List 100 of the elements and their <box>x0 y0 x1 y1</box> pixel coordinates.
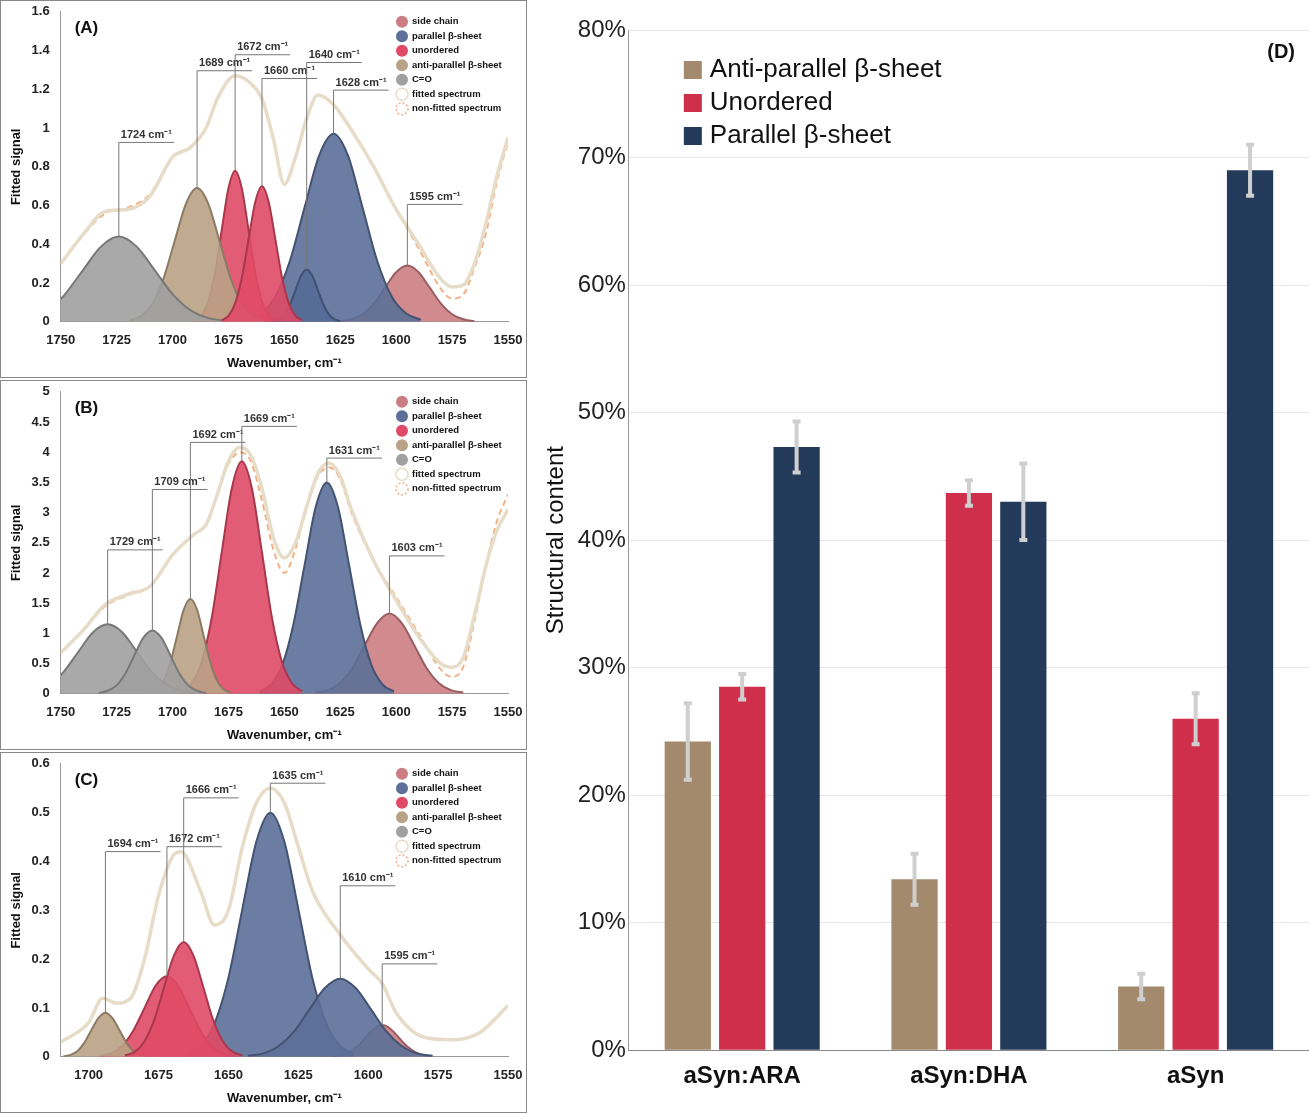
y-tick-label: 0% <box>591 1034 626 1062</box>
legend-label: unordered <box>412 424 460 436</box>
legend-label: C=O <box>412 825 432 837</box>
y-tick-label: 80% <box>577 14 626 42</box>
y-tick-label: 1 <box>42 119 50 135</box>
x-tick-label: 1550 <box>493 332 523 348</box>
x-axis-title: Wavenumber, cm⁻¹ <box>226 1089 342 1105</box>
legend-label: C=O <box>412 453 432 465</box>
x-tick-label: 1625 <box>325 704 355 720</box>
y-tick-label: 4 <box>42 443 51 459</box>
annotation: (D) <box>1267 39 1295 62</box>
annotation: 1692 cm⁻¹ <box>192 427 244 440</box>
y-tick-label: 1.4 <box>31 42 51 58</box>
legend-label: unordered <box>412 796 460 808</box>
y-tick-label: 0.6 <box>31 755 50 771</box>
legend-label: non-fitted spectrum <box>412 102 502 114</box>
y-tick-label: 70% <box>577 142 626 170</box>
legend-label: parallel β-sheet <box>412 781 483 793</box>
y-tick-label: 50% <box>577 397 626 425</box>
x-tick-label: 1700 <box>74 1067 104 1083</box>
x-tick-label: 1750 <box>46 332 76 348</box>
legend-label: fitted spectrum <box>412 839 481 851</box>
y-tick-label: 0.4 <box>31 235 51 251</box>
legend-label: anti-parallel β-sheet <box>412 438 503 450</box>
x-tick-label: 1750 <box>46 704 76 720</box>
annotation: 1672 cm⁻¹ <box>168 832 221 845</box>
annotation: (B) <box>74 397 99 417</box>
x-axis-title: Wavenumber, cm⁻¹ <box>226 354 342 370</box>
x-tick-label: 1700 <box>158 332 187 348</box>
annotation: 1635 cm⁻¹ <box>272 768 324 781</box>
x-tick-label: 1675 <box>213 704 243 720</box>
y-tick-label: 0 <box>42 685 50 701</box>
y-tick-label: 1.6 <box>31 3 50 19</box>
y-tick-label: 40% <box>577 524 626 552</box>
y-tick-label: 30% <box>577 652 626 680</box>
y-tick-label: 1.5 <box>31 594 50 610</box>
annotation: 1628 cm⁻¹ <box>335 75 387 88</box>
legend-label: non-fitted spectrum <box>412 854 502 866</box>
y-tick-label: 0.8 <box>31 158 50 174</box>
y-tick-label: 2.5 <box>31 534 50 550</box>
legend-label: C=O <box>412 73 432 85</box>
y-tick-label: 20% <box>577 779 626 807</box>
legend-label: side chain <box>412 395 459 407</box>
x-tick-label: 1575 <box>437 704 467 720</box>
x-tick-label: aSyn <box>1166 1061 1225 1089</box>
y-tick-label: 3.5 <box>31 473 50 489</box>
y-tick-label: 60% <box>577 269 626 297</box>
y-axis-title: Fitted signal <box>8 872 24 949</box>
x-tick-label: 1650 <box>269 704 299 720</box>
legend-label: side chain <box>412 15 459 27</box>
y-tick-label: 5 <box>42 383 50 399</box>
y-tick-label: 0 <box>42 313 50 329</box>
legend-label: fitted spectrum <box>412 87 481 99</box>
y-tick-label: 4.5 <box>31 413 50 429</box>
x-tick-label: 1725 <box>102 704 132 720</box>
x-tick-label: 1725 <box>102 332 132 348</box>
y-tick-label: 0.2 <box>31 950 50 966</box>
y-tick-label: 10% <box>577 907 626 935</box>
y-axis-title: Structural content <box>541 445 569 635</box>
annotation: 1672 cm⁻¹ <box>237 40 289 53</box>
legend-label: Unordered <box>709 86 833 117</box>
legend-label: Parallel β-sheet <box>709 119 892 150</box>
y-tick-label: 2 <box>42 564 50 580</box>
legend-label: Anti-parallel β-sheet <box>709 53 943 84</box>
x-axis-title: Wavenumber, cm⁻¹ <box>226 726 342 742</box>
x-tick-label: 1625 <box>283 1067 313 1083</box>
annotation: 1724 cm⁻¹ <box>120 127 173 140</box>
annotation: 1666 cm⁻¹ <box>185 783 238 796</box>
legend-label: side chain <box>412 767 459 779</box>
x-tick-label: 1650 <box>213 1067 243 1083</box>
y-tick-label: 0.6 <box>31 197 50 213</box>
annotation: (C) <box>74 769 99 789</box>
annotation: 1640 cm⁻¹ <box>308 48 361 61</box>
x-tick-label: 1550 <box>493 704 523 720</box>
annotation: 1689 cm⁻¹ <box>199 56 251 69</box>
legend-label: parallel β-sheet <box>412 29 483 41</box>
y-axis-title: Fitted signal <box>8 128 24 206</box>
x-tick-label: 1575 <box>423 1067 453 1083</box>
x-tick-label: 1575 <box>437 332 467 348</box>
y-tick-label: 0.5 <box>31 655 50 671</box>
y-tick-label: 0.4 <box>31 853 51 869</box>
x-tick-label: aSyn:DHA <box>910 1061 1028 1089</box>
annotation: 1631 cm⁻¹ <box>328 443 381 456</box>
x-tick-label: 1650 <box>269 332 299 348</box>
x-tick-label: 1675 <box>213 332 243 348</box>
x-tick-label: 1550 <box>493 1067 523 1083</box>
legend-label: parallel β-sheet <box>412 409 483 421</box>
y-tick-label: 0.3 <box>31 901 50 917</box>
annotation: 1660 cm⁻¹ <box>263 64 316 77</box>
y-tick-label: 3 <box>42 504 50 520</box>
x-tick-label: 1675 <box>144 1067 173 1083</box>
legend-label: non-fitted spectrum <box>412 482 502 494</box>
legend-label: anti-parallel β-sheet <box>412 58 503 70</box>
legend-label: fitted spectrum <box>412 467 481 479</box>
annotation: 1595 cm⁻¹ <box>384 949 436 962</box>
legend-label: unordered <box>412 44 460 56</box>
x-tick-label: 1625 <box>325 332 355 348</box>
y-tick-label: 1.2 <box>31 80 50 96</box>
annotation: 1669 cm⁻¹ <box>243 411 296 424</box>
x-tick-label: 1600 <box>381 332 411 348</box>
